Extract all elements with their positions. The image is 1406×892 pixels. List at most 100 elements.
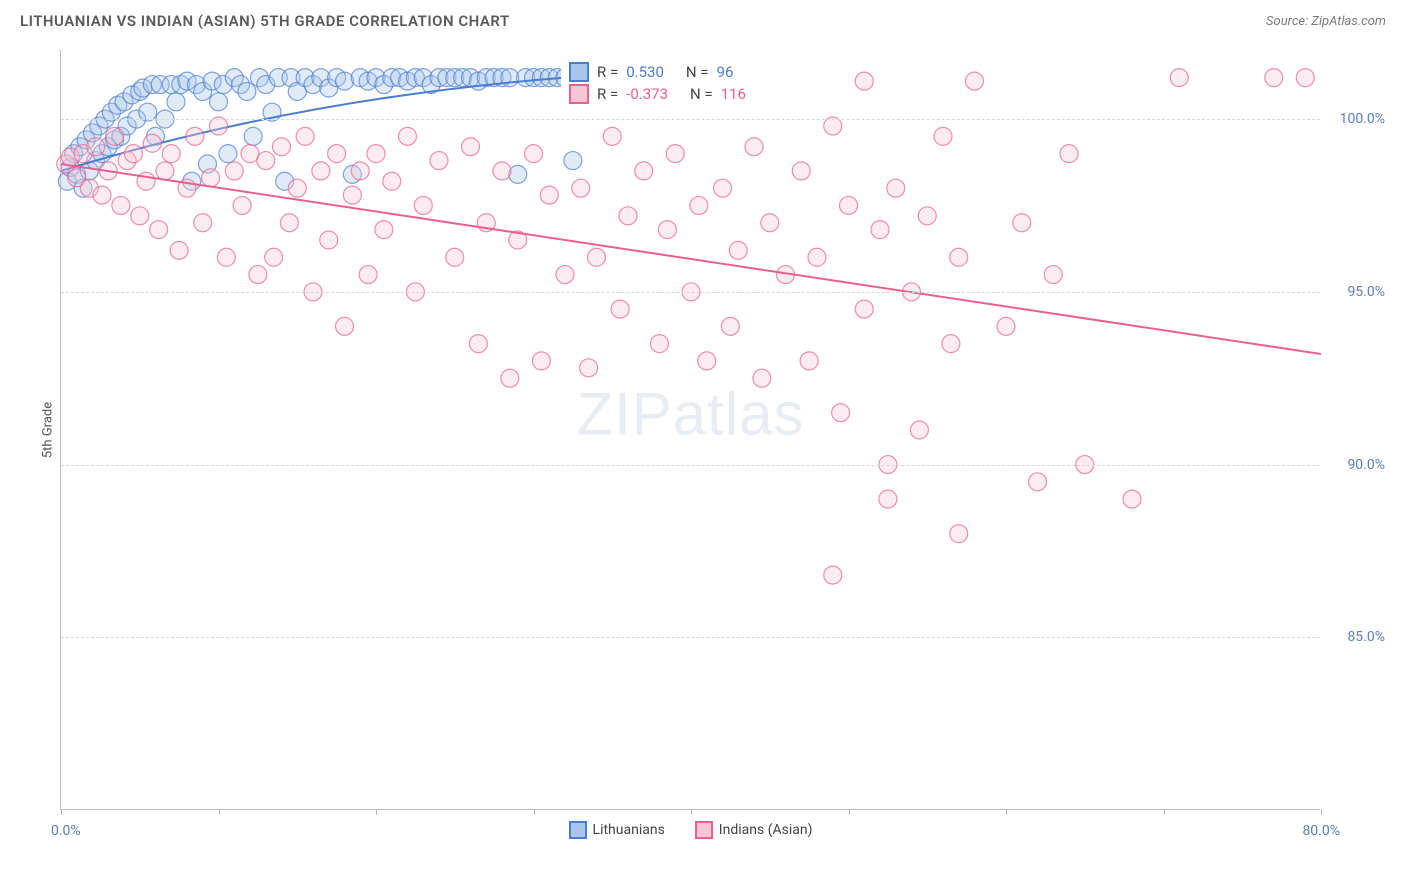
data-point <box>729 241 747 259</box>
trend-line <box>61 164 1321 354</box>
chart-title: LITHUANIAN VS INDIAN (ASIAN) 5TH GRADE C… <box>20 12 510 30</box>
data-point <box>328 145 346 163</box>
data-point <box>131 207 149 225</box>
data-point <box>156 162 174 180</box>
chart-container: 5th Grade ZIPatlas R = 0.530 N = 96 R = … <box>60 50 1320 810</box>
data-point <box>383 172 401 190</box>
data-point <box>320 231 338 249</box>
data-point <box>753 369 771 387</box>
data-point <box>469 335 487 353</box>
data-point <box>690 196 708 214</box>
data-point <box>1029 473 1047 491</box>
data-point <box>658 221 676 239</box>
y-tick-label: 85.0% <box>1347 629 1385 645</box>
data-point <box>1060 145 1078 163</box>
data-point <box>1013 214 1031 232</box>
data-point <box>493 162 511 180</box>
data-point <box>233 196 251 214</box>
x-tick <box>219 809 220 815</box>
data-point <box>225 162 243 180</box>
data-point <box>745 138 763 156</box>
stats-row-blue: R = 0.530 N = 96 <box>569 62 760 82</box>
data-point <box>257 152 275 170</box>
stats-row-pink: R = -0.373 N = 116 <box>569 84 760 104</box>
data-point <box>1170 69 1188 87</box>
data-point <box>540 186 558 204</box>
data-point <box>462 138 480 156</box>
x-label-min: 0.0% <box>51 823 81 839</box>
data-point <box>572 179 590 197</box>
legend-label-pink: Indians (Asian) <box>719 822 813 838</box>
x-tick <box>376 809 377 815</box>
data-point <box>351 162 369 180</box>
data-point <box>124 145 142 163</box>
data-point <box>399 127 417 145</box>
x-tick <box>1321 809 1322 815</box>
data-point <box>635 162 653 180</box>
r-value-pink: -0.373 <box>626 85 668 103</box>
data-point <box>501 369 519 387</box>
data-point <box>525 145 543 163</box>
data-point <box>698 352 716 370</box>
data-point <box>840 196 858 214</box>
source-label: Source: ZipAtlas.com <box>1266 14 1386 29</box>
x-tick <box>849 809 850 815</box>
data-point <box>997 317 1015 335</box>
data-point <box>273 138 291 156</box>
data-point <box>312 162 330 180</box>
data-point <box>832 404 850 422</box>
r-value-blue: 0.530 <box>626 63 664 81</box>
stats-legend: R = 0.530 N = 96 R = -0.373 N = 116 <box>561 56 768 110</box>
data-point <box>611 300 629 318</box>
data-point <box>1123 490 1141 508</box>
data-point <box>143 134 161 152</box>
data-point <box>556 266 574 284</box>
data-point <box>93 186 111 204</box>
x-tick <box>1006 809 1007 815</box>
data-point <box>855 300 873 318</box>
data-point <box>808 248 826 266</box>
data-point <box>603 127 621 145</box>
data-point <box>855 72 873 90</box>
x-tick <box>534 809 535 815</box>
data-point <box>446 248 464 266</box>
grid-line <box>61 292 1320 293</box>
data-point <box>112 196 130 214</box>
data-point <box>966 72 984 90</box>
data-point <box>343 186 361 204</box>
data-point <box>170 241 188 259</box>
swatch-pink <box>569 84 589 104</box>
data-point <box>244 127 262 145</box>
legend-bottom: Lithuanians Indians (Asian) <box>569 821 813 839</box>
data-point <box>651 335 669 353</box>
data-point <box>824 566 842 584</box>
n-value-blue: 96 <box>717 63 734 81</box>
data-point <box>950 248 968 266</box>
x-tick <box>1164 809 1165 815</box>
data-point <box>288 179 306 197</box>
data-point <box>210 93 228 111</box>
data-point <box>219 145 237 163</box>
plot-area: ZIPatlas R = 0.530 N = 96 R = -0.373 N =… <box>60 50 1320 810</box>
data-point <box>800 352 818 370</box>
legend-swatch-blue <box>569 821 587 839</box>
data-point <box>580 359 598 377</box>
plot-svg <box>61 50 1321 810</box>
data-point <box>296 127 314 145</box>
y-tick-label: 95.0% <box>1347 284 1385 300</box>
legend-swatch-pink <box>695 821 713 839</box>
data-point <box>532 352 550 370</box>
data-point <box>1296 69 1314 87</box>
data-point <box>375 221 393 239</box>
data-point <box>106 127 124 145</box>
grid-line <box>61 637 1320 638</box>
data-point <box>336 317 354 335</box>
data-point <box>430 152 448 170</box>
legend-item-blue: Lithuanians <box>569 821 665 839</box>
header: LITHUANIAN VS INDIAN (ASIAN) 5TH GRADE C… <box>0 0 1406 38</box>
data-point <box>942 335 960 353</box>
grid-line <box>61 465 1320 466</box>
x-tick <box>61 809 62 815</box>
y-axis-title: 5th Grade <box>41 402 56 458</box>
n-value-pink: 116 <box>721 85 746 103</box>
